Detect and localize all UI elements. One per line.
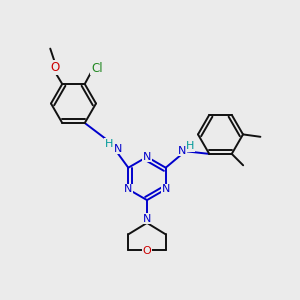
Text: H: H xyxy=(105,139,113,149)
Text: N: N xyxy=(161,184,170,194)
Text: N: N xyxy=(143,152,151,162)
Text: N: N xyxy=(143,214,151,224)
Text: O: O xyxy=(50,61,60,74)
Text: N: N xyxy=(114,143,123,154)
Text: N: N xyxy=(124,184,133,194)
Text: H: H xyxy=(186,141,194,151)
Text: O: O xyxy=(142,246,152,256)
Text: N: N xyxy=(178,146,186,156)
Text: Cl: Cl xyxy=(91,61,103,75)
